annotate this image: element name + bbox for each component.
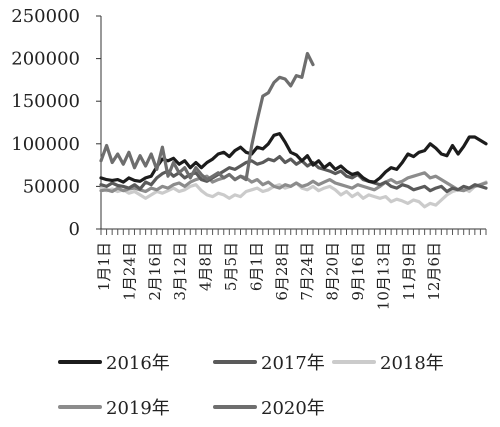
legend-item-2019年: 2019年 — [58, 398, 170, 419]
series-line-2020年 — [99, 51, 315, 182]
y-axis: 0 50000 100000 150000 200000 250000 — [11, 6, 102, 240]
legend-item-2018年: 2018年 — [332, 353, 444, 374]
y-tick-label: 200000 — [11, 49, 80, 70]
legend-label: 2020年 — [261, 398, 325, 419]
series-lines — [99, 51, 488, 209]
x-tick-label: 4月8日 — [197, 242, 215, 291]
x-tick-label: 1月24日 — [120, 242, 138, 301]
y-tick-label: 150000 — [11, 91, 80, 112]
series-line-2017年 — [99, 155, 488, 194]
x-tick-label: 1月1日 — [95, 242, 113, 291]
y-tick-label: 0 — [69, 219, 80, 240]
x-tick-label: 6月28日 — [273, 242, 291, 301]
legend-label: 2019年 — [106, 398, 170, 419]
x-tick-label: 10月13日 — [374, 242, 392, 310]
legend-item-2020年: 2020年 — [213, 398, 325, 419]
legend-item-2016年: 2016年 — [58, 353, 170, 374]
legend-label: 2018年 — [380, 353, 444, 374]
x-tick-label: 5月5日 — [222, 242, 240, 291]
y-tick-label: 100000 — [11, 134, 80, 155]
y-tick-label: 50000 — [23, 176, 80, 197]
x-tick-label: 2月16日 — [146, 242, 164, 301]
x-tick-label: 7月24日 — [298, 242, 316, 301]
legend-label: 2016年 — [106, 353, 170, 374]
legend-label: 2017年 — [261, 353, 325, 374]
x-tick-label: 6月1日 — [247, 242, 265, 291]
legend-item-2017年: 2017年 — [213, 353, 325, 374]
x-tick-label: 8月20日 — [324, 242, 342, 301]
x-tick-label: 9月16日 — [349, 242, 367, 301]
x-tick-label: 3月12日 — [171, 242, 189, 301]
legend: 2016年 2017年 2018年 2019年 2020年 — [58, 353, 444, 419]
x-tick-label: 11月9日 — [400, 242, 418, 301]
x-tick-label: 12月6日 — [425, 242, 443, 301]
x-axis: 1月1日 1月24日 2月16日 3月12日 4月8日 5月5日 6月1日 6月28日 7月24… — [95, 228, 487, 310]
series-line-2019年 — [99, 171, 488, 194]
y-tick-label: 250000 — [11, 6, 80, 27]
